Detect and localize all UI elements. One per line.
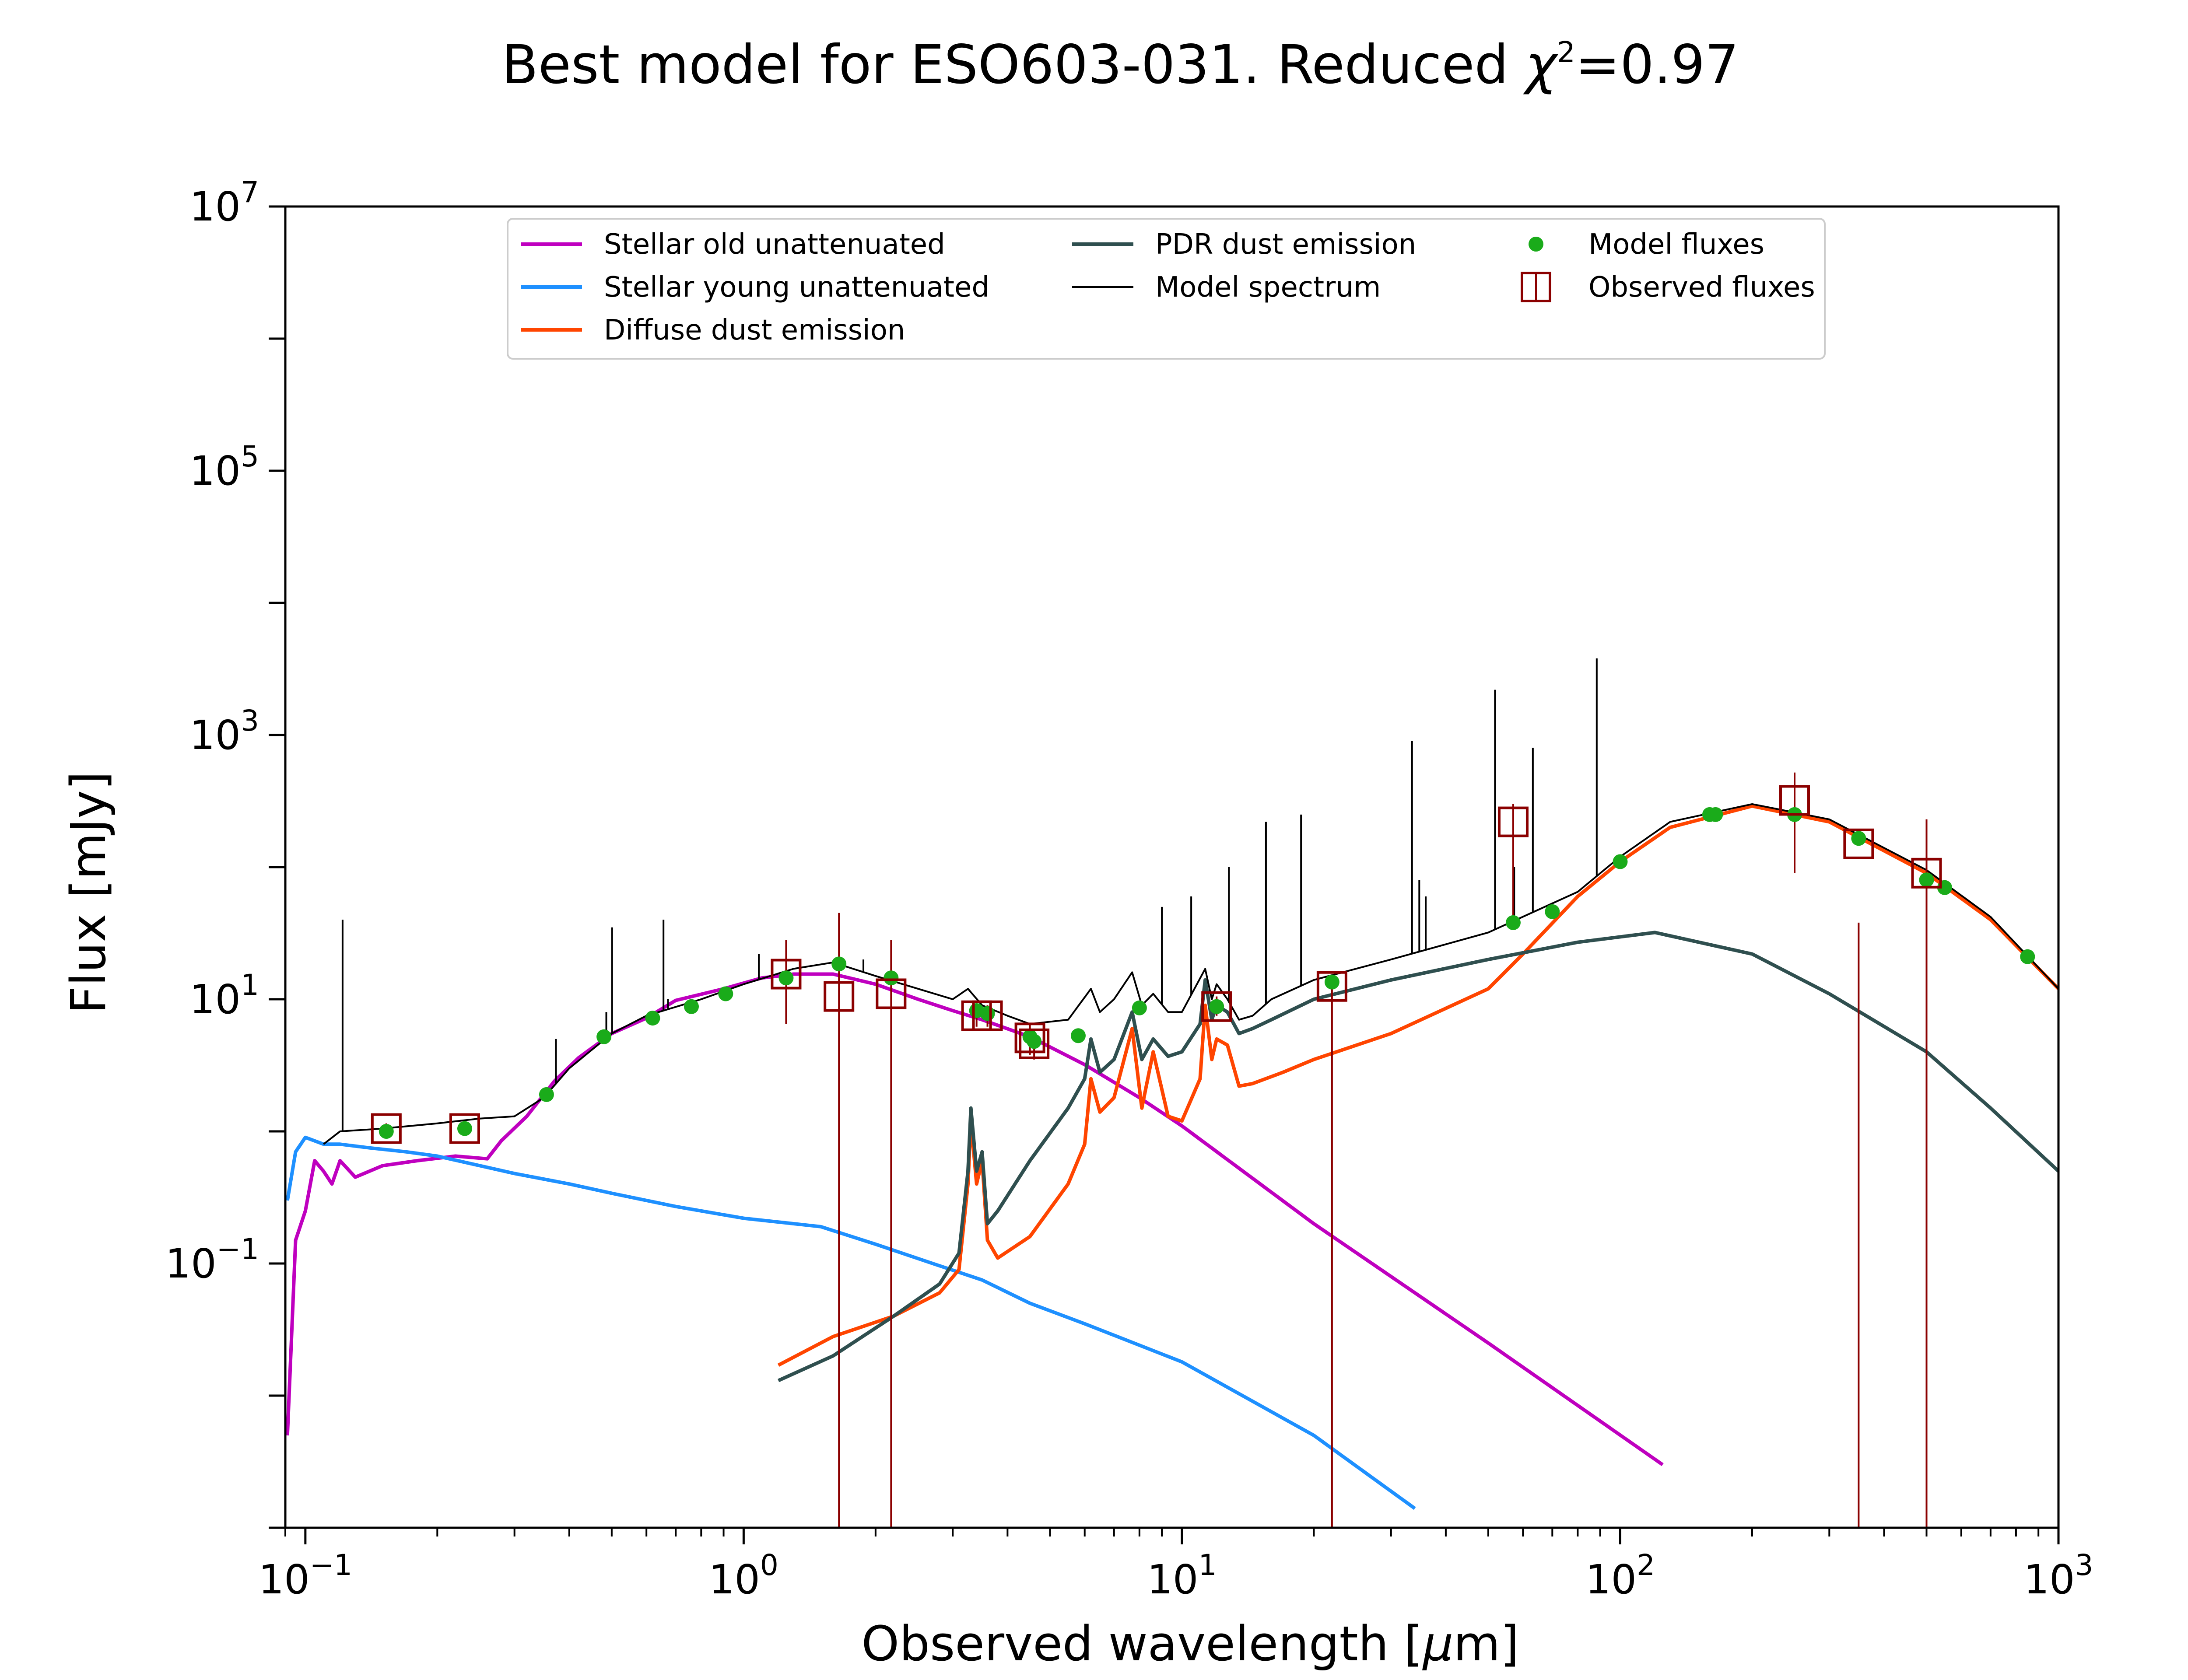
- legend-item: Stellar young unattenuated: [521, 271, 989, 304]
- x-axis-label: Observed wavelength [μm]: [862, 1616, 1519, 1672]
- model-flux-point: [778, 970, 794, 986]
- legend-swatch: [1529, 237, 1543, 252]
- model-flux-point: [1324, 974, 1339, 990]
- model-flux-point: [1070, 1028, 1086, 1043]
- model-flux-point: [831, 956, 847, 972]
- chart-title: Best model for ESO603-031. Reduced χ2=0.…: [501, 34, 1739, 96]
- plot-area: [285, 658, 2058, 1528]
- observed-flux-marker: [1497, 806, 1529, 837]
- legend-label: Stellar young unattenuated: [604, 271, 989, 304]
- model-flux-point: [457, 1121, 473, 1136]
- series-line-diffuse-dust-emission: [777, 804, 2058, 1367]
- observed-flux-marker: [972, 1000, 1003, 1031]
- model-flux-point: [1919, 872, 1934, 888]
- x-tick-label: 100: [709, 1548, 778, 1603]
- series-line-stellar-young-unattenuated: [285, 1135, 1416, 1510]
- legend-swatch: [1521, 272, 1551, 302]
- legend-item: Diffuse dust emission: [521, 314, 905, 346]
- x-tick-label: 10−1: [259, 1548, 352, 1603]
- observed-flux-marker: [371, 1113, 402, 1144]
- model-flux-point: [1027, 1034, 1042, 1049]
- legend-item: Model fluxes: [1529, 228, 1764, 261]
- observed-flux-marker: [876, 978, 907, 1009]
- legend-label: Model spectrum: [1155, 271, 1381, 304]
- x-tick-label: 103: [2023, 1548, 2093, 1603]
- y-tick-label: 105: [189, 440, 259, 494]
- legend-item: Stellar old unattenuated: [521, 228, 945, 261]
- model-flux-point: [1132, 1000, 1147, 1015]
- observed-flux-marker: [1014, 1022, 1045, 1054]
- series-line-pdr-dust-emission: [778, 931, 2058, 1382]
- model-flux-point: [1851, 831, 1866, 846]
- model-flux-point: [1708, 807, 1723, 822]
- model-flux-point: [684, 999, 699, 1014]
- observed-flux-marker: [771, 959, 802, 990]
- legend-item: Observed fluxes: [1521, 271, 1815, 304]
- x-tick-label: 101: [1147, 1548, 1217, 1603]
- observed-flux-marker: [1201, 991, 1232, 1022]
- model-flux-point: [980, 1006, 995, 1021]
- model-flux-point: [884, 970, 899, 986]
- observed-flux-marker: [1019, 1028, 1050, 1059]
- observed-flux-marker: [1911, 858, 1942, 889]
- observed-flux-marker: [1779, 785, 1810, 816]
- model-flux-point: [379, 1124, 394, 1139]
- series-line-stellar-old-unattenuated: [285, 972, 1664, 1466]
- y-axis-label: Flux [mJy]: [60, 771, 116, 1014]
- legend-label: Model fluxes: [1588, 228, 1764, 261]
- model-flux-point: [718, 986, 733, 1001]
- y-tick-label: 10−1: [165, 1232, 259, 1287]
- legend-box: [507, 218, 1826, 360]
- axes: 10−1 100 101 102 103 10−1 101 103 105 107: [165, 175, 2093, 1603]
- model-flux-point: [539, 1087, 554, 1102]
- observed-flux-marker: [1316, 971, 1347, 1002]
- observed-flux-marker: [449, 1113, 480, 1144]
- legend-label: PDR dust emission: [1155, 228, 1416, 261]
- legend-item: Model spectrum: [1072, 271, 1381, 304]
- legend-label: Stellar old unattenuated: [604, 228, 945, 261]
- x-tick-label: 102: [1585, 1548, 1655, 1603]
- legend-item: PDR dust emission: [1072, 228, 1416, 261]
- model-flux-point: [1209, 999, 1224, 1014]
- observed-flux-marker: [824, 981, 855, 1012]
- model-flux-point: [1545, 904, 1560, 919]
- model-flux-point: [1613, 854, 1628, 869]
- y-tick-label: 103: [189, 704, 259, 759]
- legend: Stellar old unattenuated Stellar young un…: [507, 218, 1826, 360]
- y-tick-label: 107: [189, 175, 259, 230]
- model-flux-point: [1505, 915, 1521, 930]
- y-tick-label: 101: [189, 968, 259, 1023]
- legend-label: Diffuse dust emission: [604, 314, 905, 346]
- observed-flux-marker: [1843, 828, 1874, 859]
- model-flux-point: [2020, 949, 2035, 964]
- model-flux-point: [645, 1011, 660, 1026]
- model-flux-point: [596, 1029, 612, 1044]
- plot-frame: [284, 205, 2060, 1529]
- legend-label: Observed fluxes: [1588, 271, 1815, 304]
